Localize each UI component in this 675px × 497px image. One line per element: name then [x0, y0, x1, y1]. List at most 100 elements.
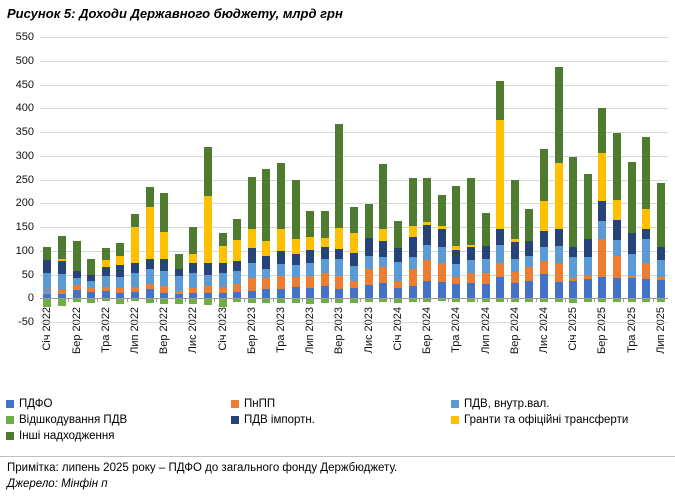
x-axis-line: 0 — [28, 292, 668, 304]
axis-tick — [346, 299, 362, 302]
bar-column — [171, 37, 186, 322]
bar-segment — [43, 273, 52, 293]
bar-segment — [379, 164, 388, 230]
y-axis-tick-label: 500 — [15, 54, 34, 67]
bar-column — [361, 37, 376, 322]
bar-segment — [247, 247, 256, 264]
axis-tick — [405, 299, 420, 302]
bar-column — [318, 37, 333, 322]
bar-segment — [320, 272, 329, 287]
bar-segment — [233, 219, 242, 240]
legend-label: Відшкодування ПДВ — [19, 414, 128, 426]
gridline: 200 — [16, 197, 668, 209]
bar-segment — [393, 248, 402, 262]
bar-segment — [218, 293, 227, 299]
bar-segment — [218, 298, 227, 308]
bar-segment — [291, 298, 300, 303]
bar-segment — [466, 177, 475, 246]
bar-segment — [116, 255, 125, 265]
bar-segment — [277, 229, 286, 252]
bar-segment — [101, 260, 110, 267]
bar-segment — [101, 286, 110, 291]
bar-segment — [189, 292, 198, 299]
bar-segment — [554, 163, 563, 230]
bar-segment — [43, 247, 52, 261]
legend-swatch-icon — [231, 416, 239, 424]
bar-segment — [598, 108, 607, 153]
bar-segment — [408, 285, 417, 299]
axis-tick — [54, 299, 70, 302]
y-axis-tick-label: 450 — [15, 78, 34, 91]
bar-segment — [174, 293, 183, 299]
axis-tick — [317, 299, 333, 302]
bar-segment — [466, 298, 475, 303]
bar-segment — [583, 257, 592, 276]
bar-segment — [642, 229, 651, 240]
bar-segment — [306, 211, 315, 237]
bar-segment — [189, 298, 198, 304]
bar-segment — [233, 291, 242, 299]
bar-segment — [277, 162, 286, 230]
plot-area: Січ 2022 Бер 2022 Тра 2022 Лип 2022 Вер 2022… — [16, 31, 668, 354]
bar-column — [40, 37, 55, 322]
bar-segment — [306, 236, 315, 251]
bar-segment — [277, 276, 286, 290]
bar-column — [215, 37, 230, 322]
legend-swatch-icon — [451, 416, 459, 424]
x-axis-ticks — [40, 299, 668, 302]
bar-segment — [57, 236, 66, 259]
bar-segment — [583, 275, 592, 280]
bar-segment — [437, 281, 446, 299]
legend-item: Гранти та офіційні трансферти — [451, 414, 671, 426]
bar-segment — [540, 274, 549, 299]
bar-column — [142, 37, 157, 322]
bar-segment — [320, 210, 329, 239]
bar-segment — [598, 200, 607, 221]
bar-segment — [87, 280, 96, 289]
bar-segment — [452, 276, 461, 284]
axis-tick — [142, 299, 157, 302]
bar-segment — [466, 246, 475, 260]
bar-segment — [423, 224, 432, 245]
bar-segment — [613, 256, 622, 279]
axis-tick — [376, 299, 391, 302]
bar-segment — [350, 280, 359, 288]
bar-segment — [174, 276, 183, 291]
bar-column — [288, 37, 303, 322]
bar-segment — [598, 152, 607, 201]
legend: ПДФО ПнПП ПДВ, внутр.вал. Відшкодування ПДВ… — [6, 398, 671, 442]
bar-segment — [335, 276, 344, 290]
bar-segment — [510, 180, 519, 240]
bar-segment — [160, 285, 169, 293]
bar-segment — [583, 298, 592, 303]
axis-tick — [522, 299, 537, 302]
bar-segment — [116, 292, 125, 299]
bar-segment — [87, 275, 96, 281]
bar-segment — [408, 298, 417, 303]
bar-segment — [481, 272, 490, 284]
legend-swatch-icon — [231, 400, 239, 408]
bar-segment — [204, 274, 212, 286]
bar-column — [332, 37, 347, 322]
bar-segment — [408, 226, 417, 238]
bar-segment — [57, 258, 66, 261]
bar-segment — [204, 298, 212, 305]
bar-segment — [72, 289, 81, 299]
bar-segment — [379, 282, 388, 299]
bar-column — [420, 37, 435, 322]
bar-segment — [320, 298, 329, 303]
bar-segment — [291, 239, 300, 255]
bar-segment — [452, 263, 461, 277]
bar-segment — [554, 246, 563, 264]
bar-segment — [218, 263, 227, 273]
bar-segment — [423, 280, 432, 299]
bar-segment — [437, 226, 446, 229]
bar-segment — [57, 274, 66, 291]
bar-segment — [130, 227, 139, 264]
bar-segment — [320, 238, 329, 248]
bar-segment — [393, 261, 402, 281]
bar-segment — [262, 289, 271, 299]
bar-segment — [87, 298, 96, 303]
bar-segment — [598, 220, 607, 240]
bar-segment — [510, 241, 519, 260]
